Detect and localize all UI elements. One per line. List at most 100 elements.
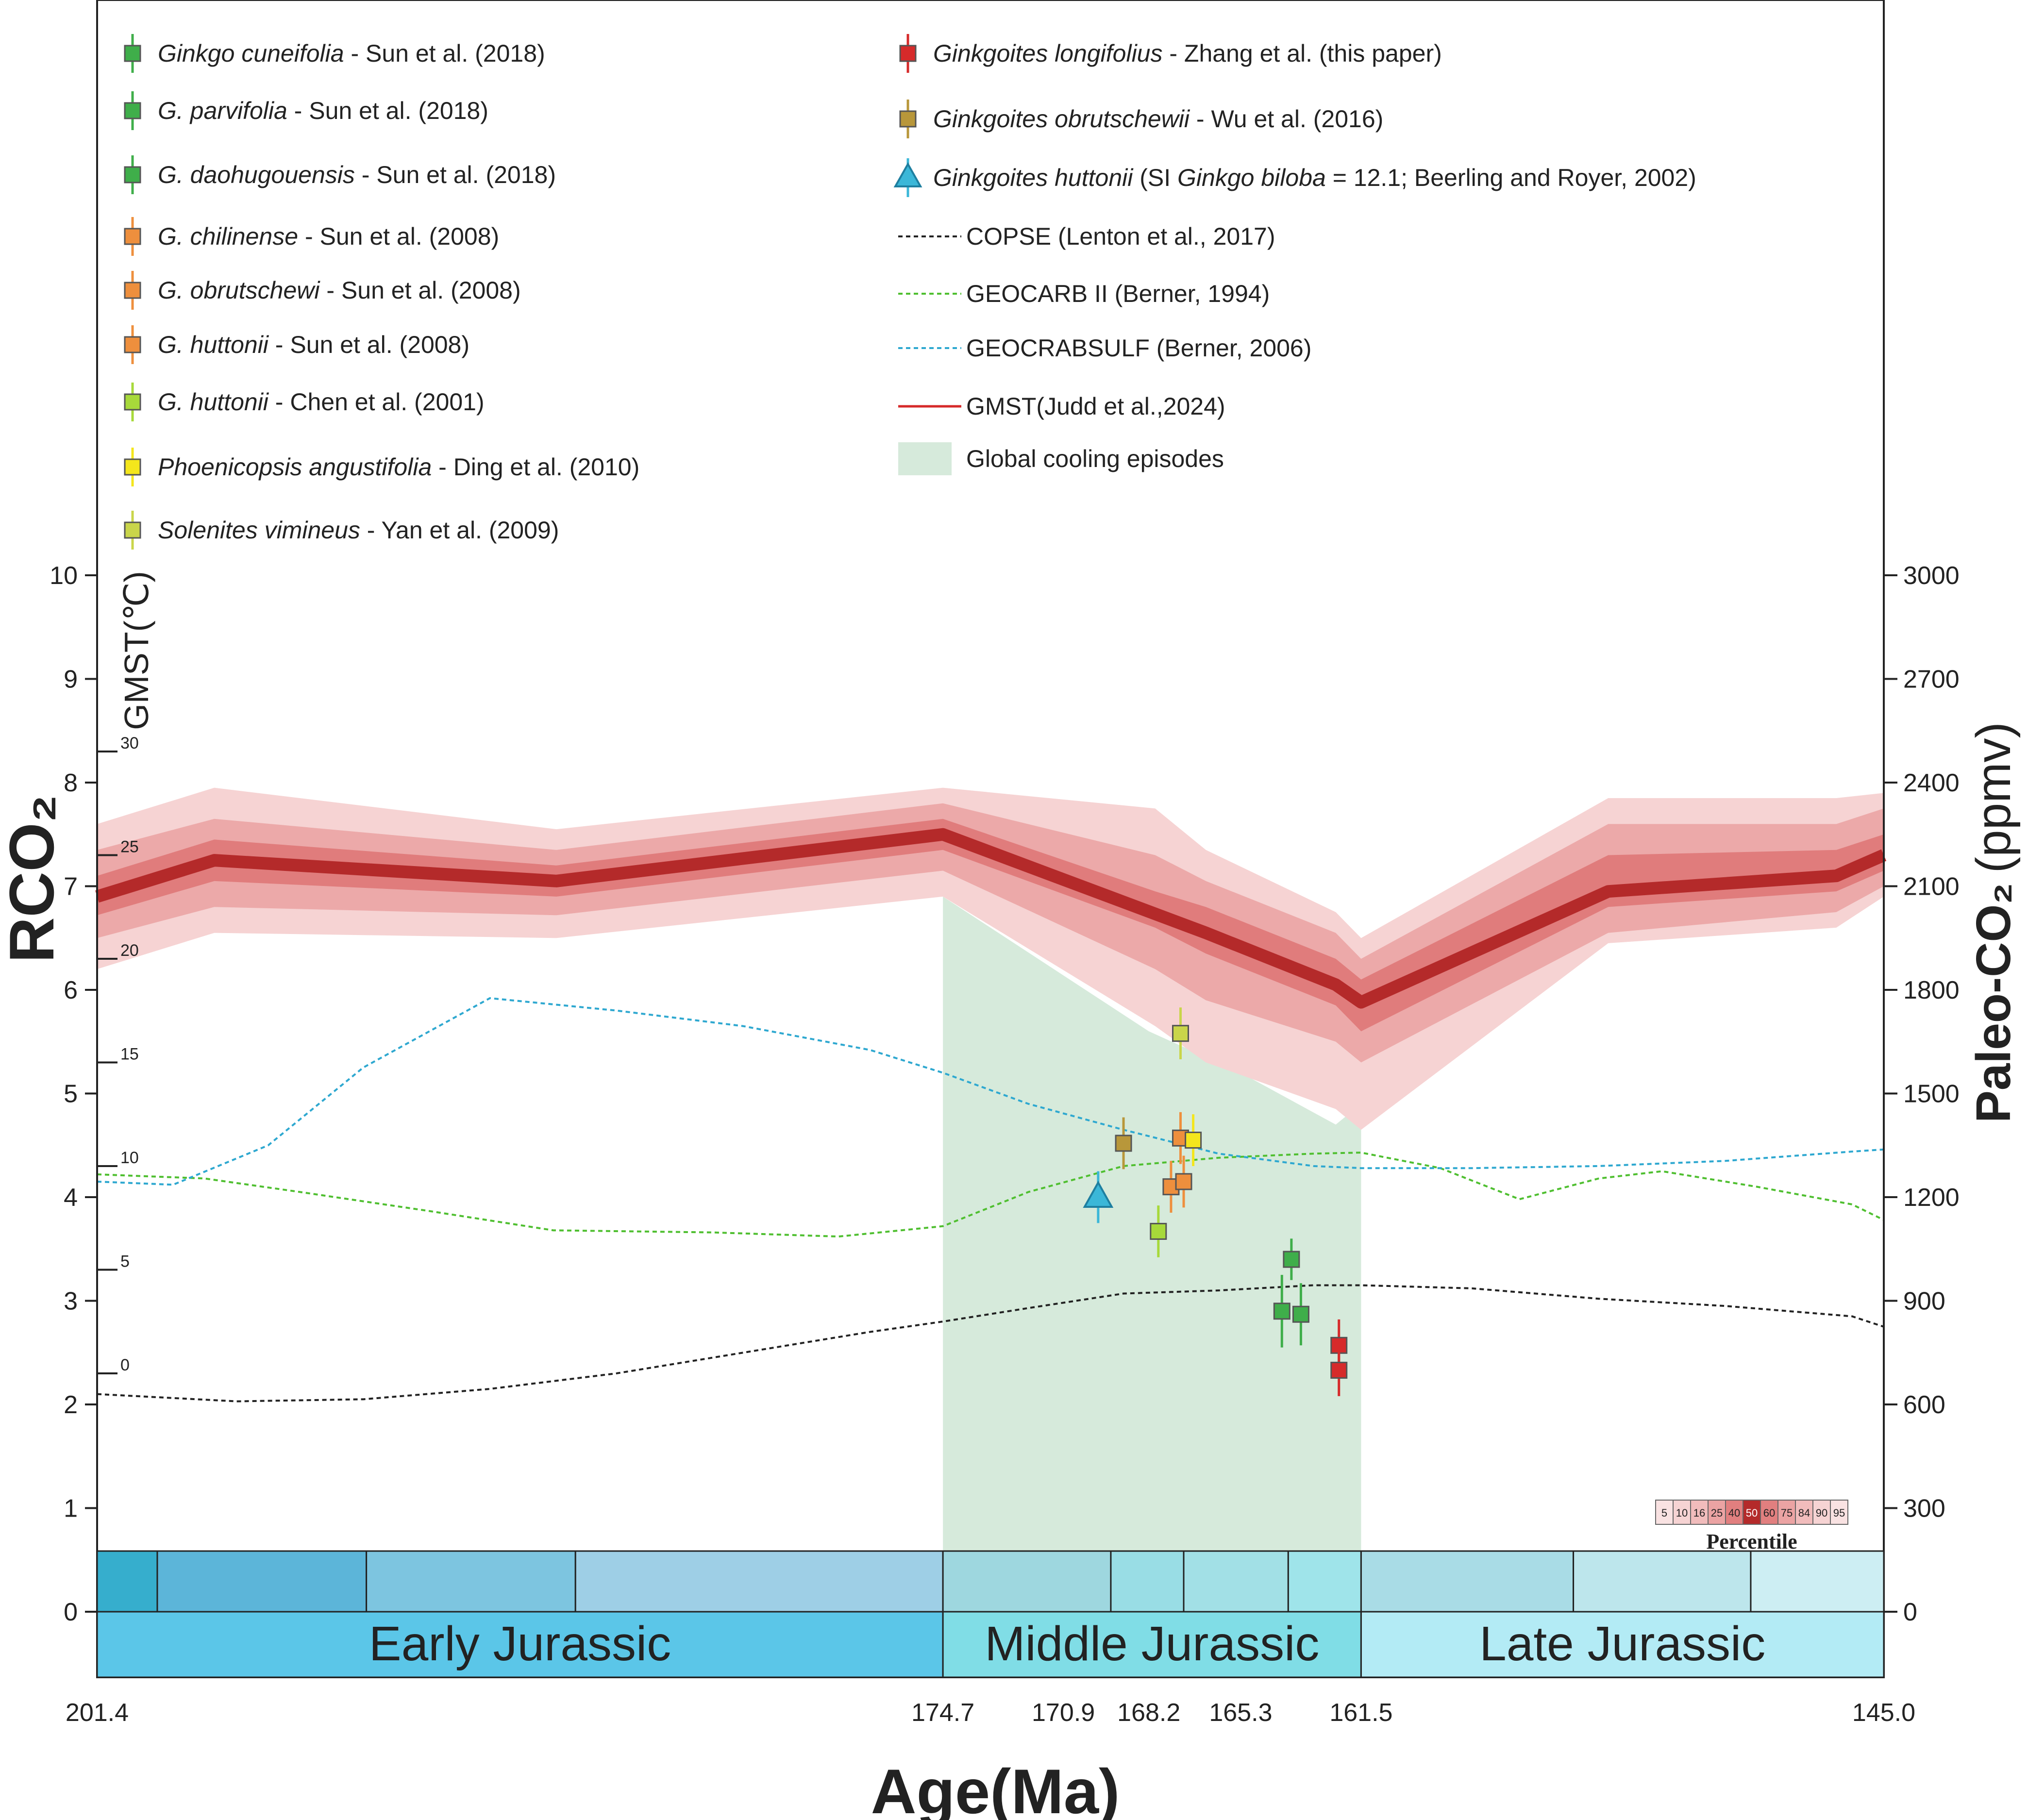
right-tick-label-3000: 3000 <box>1903 562 1960 590</box>
percentile-title: Percentile <box>1706 1530 1797 1553</box>
gmst-tick-label-25: 25 <box>120 837 139 856</box>
right-tick-label-1800: 1800 <box>1903 976 1960 1004</box>
series-line-2 <box>97 997 1884 1186</box>
percentile-label-40: 40 <box>1728 1507 1740 1519</box>
epoch-box-2 <box>1360 1611 1885 1678</box>
legend-left-label-3: G. chilinense - Sun et al. (2008) <box>158 223 499 250</box>
legend-left-label-0: Ginkgo cuneifolia - Sun et al. (2018) <box>158 40 545 67</box>
left-tick-label-6: 6 <box>64 976 78 1004</box>
stage-box-0 <box>96 1550 158 1613</box>
percentile-label-75: 75 <box>1781 1507 1793 1519</box>
data-point-8 <box>1175 1173 1192 1190</box>
left-tick-label-4: 4 <box>64 1184 78 1212</box>
stage-box-2 <box>366 1550 576 1613</box>
data-point-6 <box>1292 1305 1309 1323</box>
stage-box-10 <box>1750 1550 1885 1613</box>
percentile-label-5: 5 <box>1661 1507 1667 1519</box>
percentile-cell-25 <box>1708 1500 1726 1525</box>
legend-right-marker-7 <box>898 442 952 475</box>
data-point-1 <box>1330 1362 1348 1379</box>
legend-left-marker-4 <box>124 282 141 299</box>
legend-left-marker-2 <box>124 166 141 184</box>
stage-box-6 <box>1183 1550 1289 1613</box>
legend-left-label-5: G. huttonii - Sun et al. (2008) <box>158 331 469 358</box>
percentile-cell-95 <box>1830 1500 1848 1525</box>
legend-right-marker-0 <box>899 45 917 62</box>
data-point-2 <box>1115 1135 1132 1152</box>
legend-right-label-2: Ginkgoites huttonii (SI Ginkgo biloba = … <box>933 164 1696 191</box>
stage-box-5 <box>1110 1550 1185 1613</box>
legend-left-marker-1 <box>124 102 141 119</box>
percentile-label-60: 60 <box>1763 1507 1775 1519</box>
right-tick-label-300: 300 <box>1903 1495 1945 1523</box>
left-tick-label-0: 0 <box>64 1598 78 1626</box>
stage-box-3 <box>574 1550 944 1613</box>
data-point-10 <box>1150 1222 1167 1240</box>
gmst-tick-label-30: 30 <box>120 734 139 752</box>
x-tick-label-0: 201.4 <box>66 1699 129 1727</box>
stage-box-4 <box>942 1550 1112 1613</box>
gmst-tick-label-5: 5 <box>120 1252 130 1270</box>
series-line-0 <box>97 1284 1884 1403</box>
legend-left-marker-3 <box>124 228 141 245</box>
right-tick-label-900: 900 <box>1903 1287 1945 1316</box>
y-axis-left-label: RCO₂ <box>0 795 67 963</box>
x-tick-label-4: 165.3 <box>1209 1699 1272 1727</box>
legend-right-label-3: COPSE (Lenton et al., 2017) <box>966 223 1275 250</box>
data-point-11 <box>1185 1132 1202 1149</box>
legend-left-label-6: G. huttonii - Chen et al. (2001) <box>158 388 485 416</box>
percentile-label-84: 84 <box>1798 1507 1810 1519</box>
left-tick-label-9: 9 <box>64 666 78 694</box>
gmst-tick-label-10: 10 <box>120 1149 139 1167</box>
right-tick-label-1500: 1500 <box>1903 1080 1960 1108</box>
series-line-3 <box>95 828 1887 1009</box>
legend-left-label-7: Phoenicopsis angustifolia - Ding et al. … <box>158 453 639 481</box>
y-axis-right-label: Paleo-CO₂ (ppmv) <box>1966 722 2021 1123</box>
legend-right-marker-2 <box>893 162 922 187</box>
gmst-tick-label-15: 15 <box>120 1045 139 1063</box>
x-tick-label-1: 174.7 <box>911 1699 974 1727</box>
x-tick-label-2: 170.9 <box>1032 1699 1095 1727</box>
percentile-label-90: 90 <box>1816 1507 1827 1519</box>
gmst-tick-label-20: 20 <box>120 941 139 960</box>
left-tick-label-5: 5 <box>64 1080 78 1108</box>
left-tick-label-3: 3 <box>64 1287 78 1316</box>
left-tick-label-1: 1 <box>64 1495 78 1523</box>
left-tick-label-2: 2 <box>64 1391 78 1419</box>
legend-left-marker-5 <box>124 336 141 353</box>
legend-right-label-0: Ginkgoites longifolius - Zhang et al. (t… <box>933 40 1442 67</box>
stage-box-9 <box>1573 1550 1752 1613</box>
legend-left-marker-7 <box>124 458 141 476</box>
x-tick-label-5: 161.5 <box>1329 1699 1392 1727</box>
legend-left-label-8: Solenites vimineus - Yan et al. (2009) <box>158 517 559 544</box>
cooling-episode-area <box>943 896 1361 1612</box>
legend-right-label-7: Global cooling episodes <box>966 445 1224 472</box>
legend-left-label-1: G. parvifolia - Sun et al. (2018) <box>158 97 488 124</box>
right-tick-label-2100: 2100 <box>1903 873 1960 901</box>
data-point-12 <box>1172 1025 1189 1042</box>
legend-left-marker-8 <box>124 521 141 539</box>
data-point-5 <box>1273 1302 1291 1320</box>
legend-left-marker-6 <box>124 393 141 411</box>
legend-right-label-6: GMST(Judd et al.,2024) <box>966 393 1225 420</box>
percentile-cell-75 <box>1777 1500 1796 1525</box>
x-tick-label-6: 145.0 <box>1852 1699 1915 1727</box>
stage-box-7 <box>1287 1550 1362 1613</box>
stage-box-8 <box>1360 1550 1575 1613</box>
right-tick-label-0: 0 <box>1903 1598 1917 1626</box>
epoch-box-1 <box>942 1611 1362 1678</box>
legend-left-label-2: G. daohugouensis - Sun et al. (2018) <box>158 161 556 188</box>
gmst-tick-label-0: 0 <box>120 1356 130 1374</box>
epoch-box-0 <box>96 1611 944 1678</box>
x-tick-label-3: 168.2 <box>1117 1699 1180 1727</box>
legend-left-label-4: G. obrutschewi - Sun et al. (2008) <box>158 277 521 304</box>
left-tick-label-7: 7 <box>64 873 78 901</box>
percentile-label-10: 10 <box>1676 1507 1688 1519</box>
epoch-label-0: Early Jurassic <box>369 1617 671 1671</box>
right-tick-label-2700: 2700 <box>1903 666 1960 694</box>
right-tick-label-600: 600 <box>1903 1391 1945 1419</box>
data-point-3 <box>1083 1180 1114 1208</box>
y-axis-right-label-main: Paleo-CO₂ <box>1966 883 2021 1123</box>
percentile-label-16: 16 <box>1693 1507 1705 1519</box>
